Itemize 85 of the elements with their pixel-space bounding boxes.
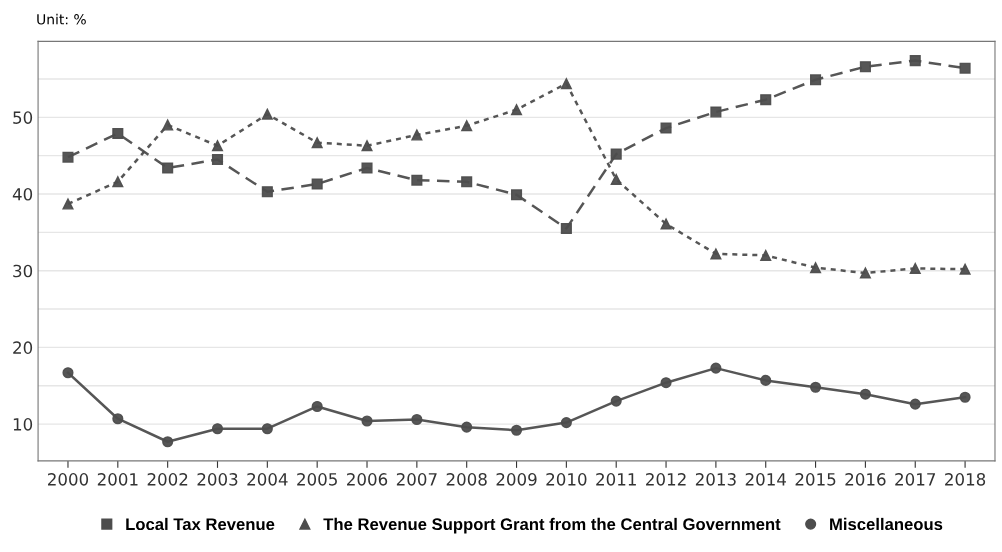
point: [859, 267, 871, 279]
point: [510, 104, 523, 116]
point: [959, 391, 971, 403]
point: [112, 176, 124, 188]
point: [211, 140, 224, 152]
point: [560, 78, 572, 90]
point: [112, 413, 124, 425]
point: [361, 140, 373, 152]
point: [311, 137, 323, 149]
x-tick-label: 2010: [546, 473, 587, 486]
point: [959, 62, 971, 74]
point: [560, 222, 572, 235]
x-tick-label: 2003: [197, 473, 238, 486]
point: [112, 127, 124, 139]
point: [211, 423, 224, 435]
x-tick-label: 2004: [247, 473, 288, 486]
y-tick-label: 40: [12, 187, 33, 201]
point: [560, 417, 572, 429]
legend-label: Local Tax Revenue: [126, 517, 275, 531]
point: [610, 395, 622, 407]
point: [859, 61, 871, 73]
point: [461, 120, 473, 132]
point: [909, 55, 921, 67]
point: [162, 162, 174, 174]
point: [810, 262, 822, 274]
x-tick-label: 2000: [47, 473, 89, 486]
point: [361, 415, 373, 427]
point: [760, 94, 772, 106]
point: [461, 176, 473, 188]
point: [909, 398, 921, 410]
y-tick-label: 50: [13, 111, 33, 124]
point: [261, 108, 273, 120]
x-tick-label: 2018: [945, 473, 986, 486]
x-tick-label: 2013: [695, 473, 736, 486]
point: [461, 421, 473, 433]
x-tick-label: 2016: [845, 473, 886, 486]
point: [411, 174, 423, 186]
text: Unit: %: [37, 13, 86, 25]
y-tick-label: 20: [13, 341, 33, 354]
point: [62, 151, 74, 163]
point: [810, 74, 822, 86]
point: [311, 400, 323, 413]
point: [610, 148, 622, 160]
point: [810, 381, 822, 393]
point: [710, 362, 722, 374]
point: [660, 377, 672, 389]
x-tick-label: 2012: [646, 473, 686, 486]
x-tick-label: 2001: [97, 473, 138, 486]
point: [510, 424, 523, 436]
point: [261, 423, 273, 435]
point: [411, 413, 423, 426]
point: [909, 262, 921, 274]
point: [411, 129, 423, 141]
x-tick-label: 2007: [396, 473, 437, 486]
y-tick-label: 10: [13, 418, 33, 431]
point: [760, 249, 772, 261]
point: [660, 218, 672, 230]
x-tick-label: 2011: [596, 473, 636, 486]
point: [162, 119, 174, 131]
point: [311, 178, 323, 190]
point: [859, 388, 871, 400]
x-tick-label: 2014: [745, 473, 786, 486]
legend-label: Miscellaneous: [830, 517, 943, 531]
x-tick-label: 2006: [347, 473, 388, 486]
point: [660, 122, 672, 134]
point: [211, 153, 224, 166]
point: [62, 367, 74, 379]
point: [510, 189, 523, 201]
point: [261, 186, 273, 198]
point: [760, 374, 772, 386]
x-tick-label: 2008: [446, 473, 487, 486]
point: [710, 248, 722, 260]
x-tick-label: 2005: [297, 473, 337, 486]
x-tick-label: 2009: [496, 473, 537, 486]
point: [62, 198, 74, 210]
x-tick-label: 2002: [147, 473, 188, 486]
point: [710, 106, 722, 118]
point: [361, 162, 373, 174]
x-tick-label: 2017: [895, 473, 936, 486]
legend-label: The Revenue Support Grant from the Central Government: [323, 517, 781, 534]
point: [162, 436, 174, 448]
point: [959, 263, 971, 275]
y-tick-label: 30: [13, 264, 33, 278]
x-tick-label: 2015: [795, 473, 836, 486]
point: [610, 173, 622, 186]
